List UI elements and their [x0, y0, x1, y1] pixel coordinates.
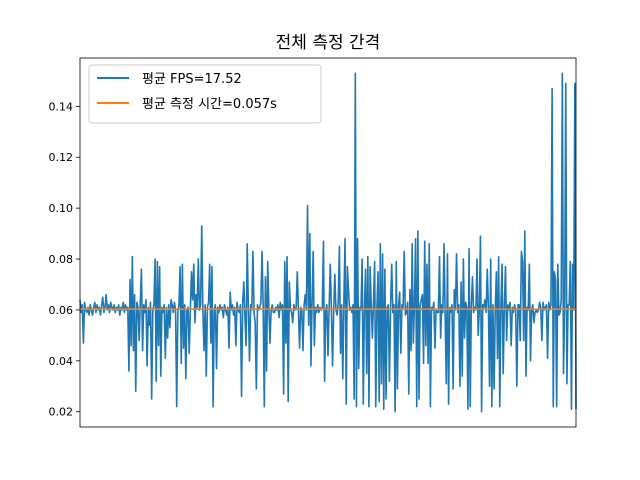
y-tick-label: 0.08	[49, 253, 74, 266]
chart-title: 전체 측정 간격	[276, 33, 381, 53]
y-tick-label: 0.06	[49, 304, 74, 317]
legend-label-1: 평균 측정 시간=0.057s	[142, 97, 277, 112]
legend-label-0: 평균 FPS=17.52	[142, 72, 242, 87]
axes-frame	[79, 57, 577, 428]
y-tick-label: 0.02	[49, 406, 74, 419]
plot-area	[79, 72, 577, 413]
y-tick-label: 0.14	[49, 100, 74, 113]
y-axis: 0.02 0.04 0.06 0.08 0.10 0.12 0.14	[49, 100, 80, 419]
series-line-0	[79, 72, 577, 413]
y-tick-label: 0.12	[49, 151, 74, 164]
legend-box	[88, 64, 322, 124]
legend: 평균 FPS=17.52 평균 측정 시간=0.057s	[88, 64, 322, 124]
y-tick-label: 0.10	[49, 202, 74, 215]
y-tick-label: 0.04	[49, 355, 74, 368]
